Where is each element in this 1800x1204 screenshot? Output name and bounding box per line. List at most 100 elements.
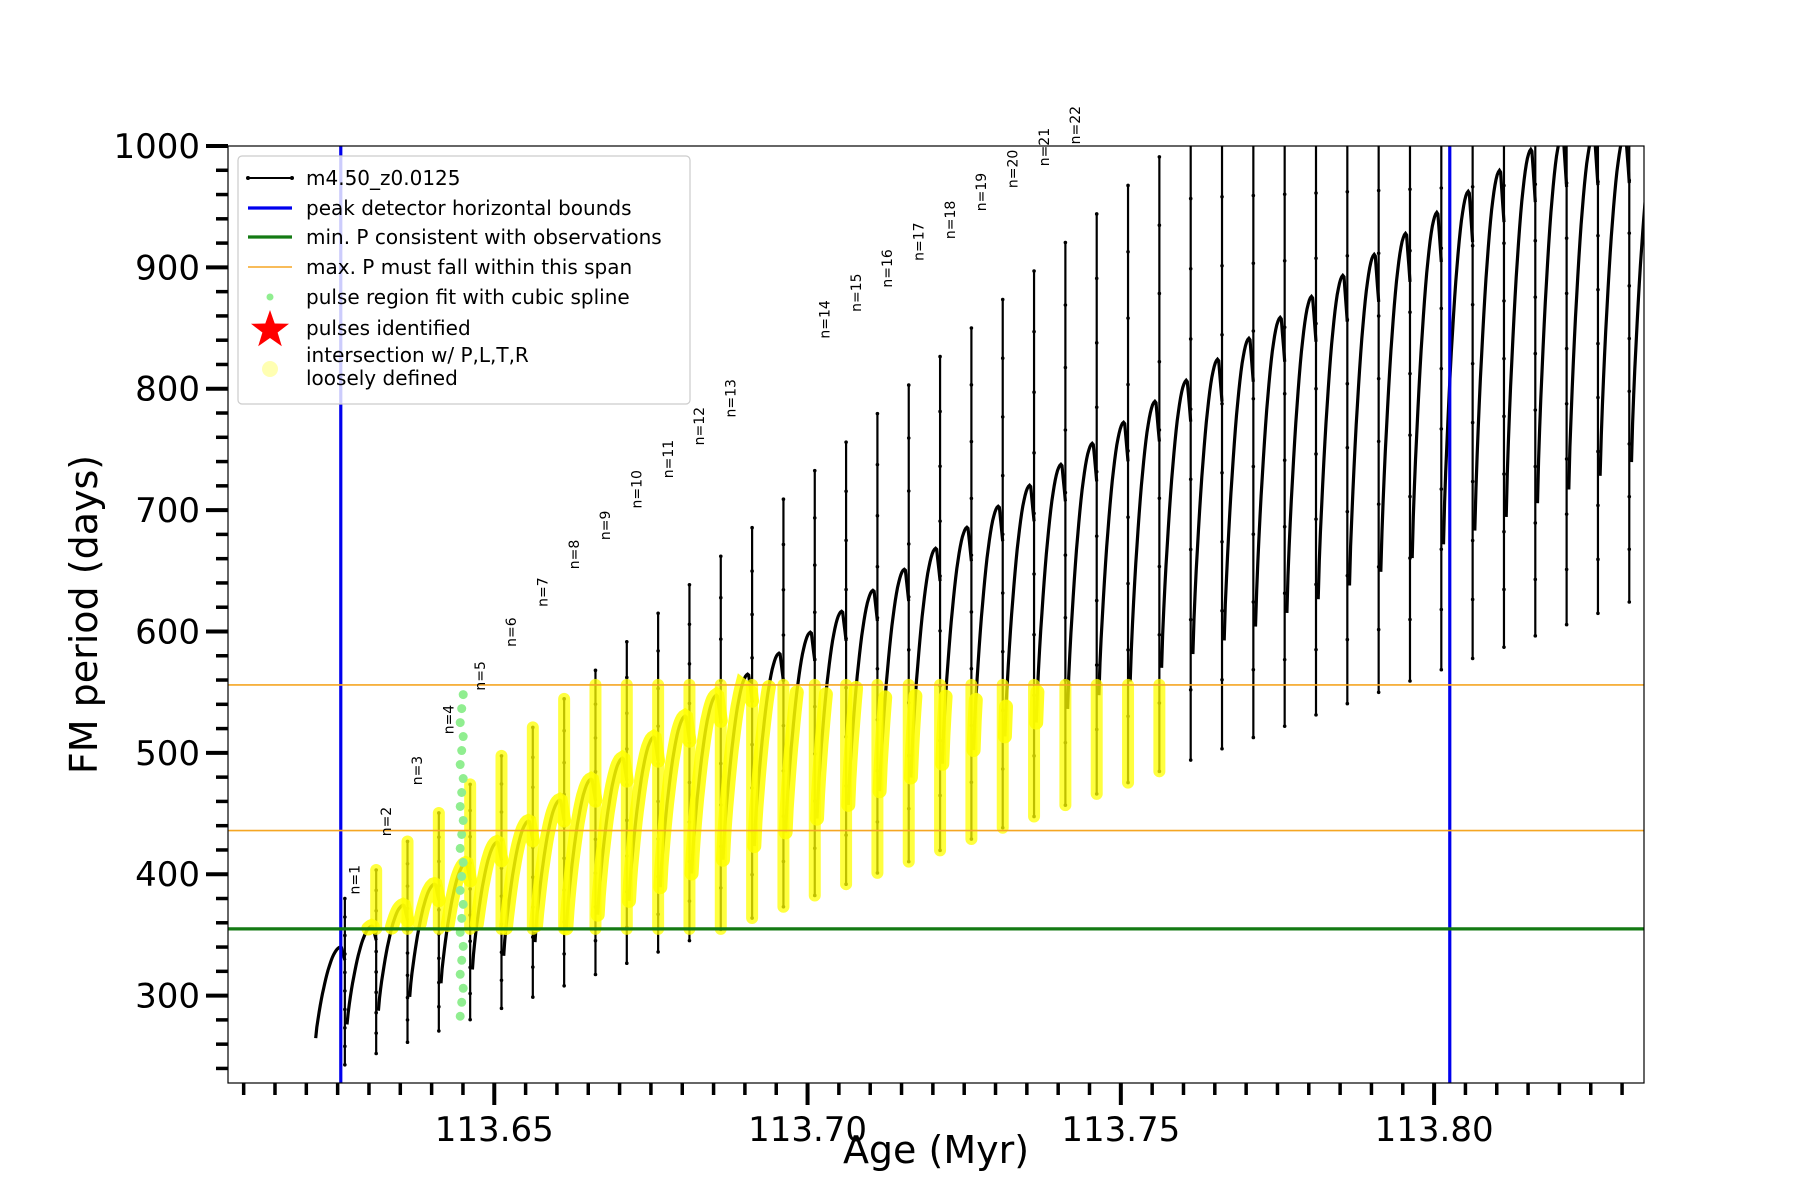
model-point [687, 938, 692, 943]
model-point [1282, 591, 1287, 595]
model-point [1345, 189, 1350, 194]
spline-point [457, 746, 467, 756]
model-point [531, 965, 535, 969]
model-point [1690, 477, 1694, 481]
model-point [1063, 303, 1068, 307]
model-point [1659, 229, 1663, 233]
model-point [1282, 258, 1287, 263]
model-point [1564, 236, 1569, 240]
y-tick-label: 800 [135, 370, 200, 410]
pulse-label: n=6 [504, 617, 520, 647]
intersection-band [935, 689, 953, 771]
model-point [1282, 192, 1287, 197]
model-point [624, 675, 629, 680]
model-point [343, 933, 347, 938]
pulse-label: n=17 [912, 222, 928, 260]
model-point [1627, 442, 1632, 446]
model-point [624, 640, 629, 644]
model-point [906, 595, 911, 599]
model-point [374, 1010, 378, 1015]
model-point [1063, 553, 1068, 557]
pulse-label: n=8 [567, 540, 583, 570]
model-point [844, 538, 848, 543]
model-point [1126, 449, 1130, 453]
model-point [405, 1040, 410, 1045]
model-point [938, 354, 942, 359]
pulse-label: n=15 [849, 273, 865, 311]
model-point [1659, 332, 1663, 336]
model-point [1314, 126, 1318, 130]
model-point [343, 989, 347, 993]
model-point [1000, 297, 1005, 302]
model-point [1157, 428, 1162, 432]
model-point [969, 383, 974, 387]
model-point [1408, 371, 1412, 376]
intersection-band [903, 689, 923, 785]
pulse-label: n=1 [348, 865, 364, 895]
model-point [1251, 735, 1256, 740]
model-point [1408, 679, 1412, 683]
model-point [1439, 427, 1444, 431]
model-point [1565, 126, 1569, 130]
x-tick-label: 113.65 [435, 1110, 554, 1150]
model-point [1596, 126, 1600, 130]
model-point [1220, 263, 1224, 268]
model-point [1282, 724, 1287, 728]
x-tick-label: 113.75 [1061, 1110, 1180, 1150]
model-point [1659, 589, 1663, 593]
intersection-band [1029, 685, 1045, 730]
model-point [1376, 376, 1381, 381]
model-point [1408, 617, 1412, 622]
model-point [1659, 537, 1663, 541]
legend-swatch-model-marker [290, 176, 294, 180]
model-point [1345, 381, 1350, 386]
model-point [1439, 607, 1444, 612]
model-point [1533, 634, 1538, 638]
model-point [1502, 299, 1506, 303]
model-point [812, 516, 817, 520]
model-pulse-arc [940, 525, 973, 764]
model-pulse-arc [1473, 167, 1506, 531]
intersection-band [872, 690, 893, 799]
model-point [1220, 401, 1224, 406]
model-point [1126, 515, 1130, 519]
model-point [1376, 627, 1381, 632]
model-point [1220, 332, 1224, 337]
spline-point [458, 983, 468, 993]
model-point [1188, 196, 1193, 201]
model-point [938, 464, 942, 469]
model-point [1094, 276, 1099, 281]
model-pulse-arc [1567, 146, 1600, 490]
model-point [1032, 572, 1036, 576]
legend-label: intersection w/ P,L,T,R [306, 343, 529, 367]
model-point [1659, 126, 1663, 130]
legend-label: max. P must fall within this span [306, 255, 632, 279]
model-point [1126, 249, 1130, 254]
spline-point [455, 969, 465, 979]
model-point [1282, 391, 1287, 396]
model-point [687, 622, 692, 627]
model-point [1126, 581, 1130, 586]
spline-point [458, 690, 468, 700]
spline-point [458, 732, 468, 742]
pulse-label: n=14 [818, 300, 834, 339]
model-point [1063, 615, 1068, 620]
model-pulse-arc [1003, 482, 1036, 737]
spline-point [457, 829, 467, 839]
model-point [1189, 127, 1193, 131]
model-point [1314, 582, 1318, 587]
model-pulse-arc [1535, 146, 1569, 504]
spline-point [457, 955, 467, 965]
model-point [1063, 365, 1068, 370]
model-pulse-arc [1160, 377, 1193, 668]
model-point [1627, 126, 1631, 130]
x-tick-label: 113.70 [748, 1110, 867, 1150]
spline-point [455, 718, 465, 728]
model-point [1564, 622, 1569, 627]
model-point [1502, 356, 1506, 361]
model-point [343, 970, 347, 975]
spline-point [455, 843, 465, 853]
model-point [1157, 155, 1162, 159]
spline-point [455, 1011, 465, 1021]
